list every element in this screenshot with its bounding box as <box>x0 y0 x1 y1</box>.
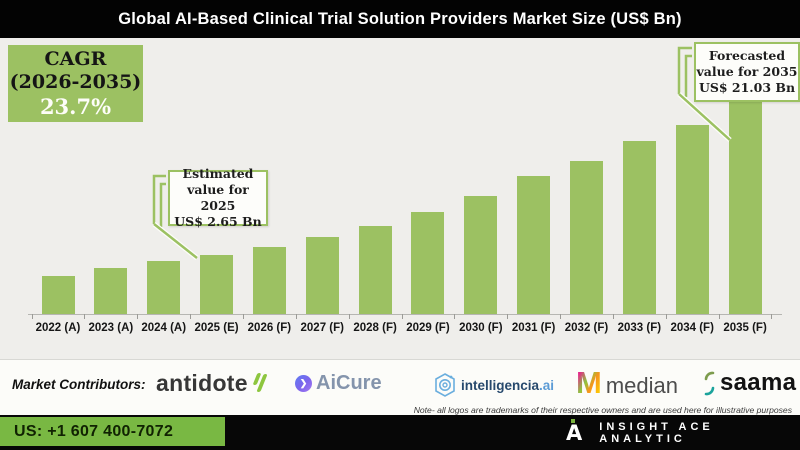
x-axis-tick <box>718 314 720 319</box>
x-axis-tick <box>295 314 297 319</box>
x-axis-label: 2033 (F) <box>617 322 662 334</box>
x-axis-tick <box>771 314 773 319</box>
x-axis-tick <box>401 314 403 319</box>
x-axis-label: 2035 (F) <box>723 322 767 334</box>
callout-value: US$ 2.65 Bn <box>174 214 262 230</box>
x-axis-label: 2028 (F) <box>353 322 397 334</box>
median-wordmark: median <box>605 373 678 398</box>
x-axis-tick <box>348 314 350 319</box>
x-axis-label: 2032 (F) <box>564 322 609 334</box>
x-axis-label: 2025 (E) <box>194 322 239 334</box>
median-m-icon: M <box>576 365 602 400</box>
logo-dot-icon <box>571 418 575 423</box>
bar-2028 <box>358 226 392 314</box>
x-axis-tick <box>560 314 562 319</box>
market-contributors-strip: Market Contributors: antidote ❯ AiCure i… <box>0 359 800 416</box>
bar-2030 <box>464 196 498 314</box>
bar-2031 <box>517 176 551 314</box>
x-axis-label: 2029 (F) <box>406 322 450 334</box>
phone-number: US: +1 607 400-7072 <box>14 422 174 440</box>
x-axis-tick <box>665 314 667 319</box>
bar-2033 <box>622 141 656 314</box>
bar-2029 <box>411 212 445 314</box>
saama-logo: saama <box>702 369 796 397</box>
brand-name: INSIGHT ACE ANALYTIC <box>599 420 714 445</box>
insightace-logo-icon: A <box>564 418 585 447</box>
x-axis-tick <box>190 314 192 319</box>
x-axis-label: 2030 (F) <box>459 322 503 334</box>
callout-forecasted-2035: Forecasted value for 2035 US$ 21.03 Bn <box>694 42 800 102</box>
callout-value: US$ 21.03 Bn <box>698 80 796 96</box>
x-axis-tick <box>31 314 33 319</box>
x-axis-label: 2026 (F) <box>247 322 292 334</box>
logo-letter: A <box>566 420 583 445</box>
aicure-circle-icon: ❯ <box>295 375 312 392</box>
x-axis-label: 2027 (F) <box>300 322 344 334</box>
market-contributors-label: Market Contributors: <box>12 377 146 392</box>
aicure-logo: ❯ AiCure <box>295 372 382 395</box>
page-title: Global AI-Based Clinical Trial Solution … <box>118 9 682 28</box>
x-axis-label: 2034 (F) <box>670 322 714 334</box>
x-axis-tick <box>242 314 244 319</box>
x-axis-tick <box>454 314 456 319</box>
intelligencia-logo: intelligencia.ai <box>434 372 554 398</box>
callout-line: Estimated <box>182 165 254 181</box>
intelligencia-lens-icon <box>435 373 455 397</box>
cagr-period: (2026-2035) <box>9 70 142 93</box>
saama-wordmark: saama <box>720 369 797 396</box>
intelligencia-wordmark: intelligencia.ai <box>461 378 554 393</box>
footer-bar: US: +1 607 400-7072 A INSIGHT ACE ANALYT… <box>0 415 800 450</box>
x-axis-label: 2022 (A) <box>35 322 81 334</box>
brand-block: A INSIGHT ACE ANALYTIC <box>564 415 800 450</box>
x-axis-label: 2023 (A) <box>88 322 134 334</box>
bar-2025 <box>200 255 234 314</box>
antidote-logo: antidote <box>156 370 268 397</box>
x-axis-label: 2031 (F) <box>511 322 556 334</box>
intelligencia-name: intelligencia <box>461 377 540 393</box>
bar-2032 <box>570 161 603 314</box>
cagr-box: CAGR (2026-2035) 23.7% <box>8 45 143 122</box>
saama-swoosh-icon <box>704 371 715 395</box>
bar-2023 <box>94 268 128 314</box>
antidote-wordmark: antidote <box>156 370 248 396</box>
x-axis-tick <box>84 314 86 319</box>
bar-2027 <box>305 237 339 314</box>
callout-estimated-2025: Estimated value for 2025 US$ 2.65 Bn <box>168 166 268 229</box>
bar-2024 <box>147 261 181 314</box>
callout-line: value for 2035 <box>696 63 798 79</box>
x-axis-tick <box>507 314 509 319</box>
cagr-value: 23.7% <box>39 93 112 119</box>
footer-phone-block: US: +1 607 400-7072 <box>0 417 225 446</box>
aicure-wordmark: AiCure <box>316 372 382 394</box>
bar-2034 <box>675 125 709 314</box>
bar-2022 <box>41 276 75 314</box>
title-bar: Global AI-Based Clinical Trial Solution … <box>0 0 800 38</box>
trademark-note: Note- all logos are trademarks of their … <box>413 405 792 415</box>
bar-2035 <box>728 102 762 314</box>
bar-chart: 2022 (A) 2023 (A) 2024 (A) 2025 (E) 2026 (F)… <box>0 38 800 359</box>
x-axis-line <box>28 314 782 315</box>
bar-2026 <box>252 247 286 314</box>
median-logo: M median <box>576 366 678 399</box>
x-axis-label: 2024 (A) <box>141 322 187 334</box>
callout-line: value for 2025 <box>187 181 249 213</box>
callout-line: Forecasted <box>708 47 786 63</box>
x-axis-tick <box>137 314 139 319</box>
cagr-label: CAGR <box>44 47 107 70</box>
aicure-chevron: ❯ <box>299 378 308 388</box>
x-axis-tick <box>612 314 614 319</box>
intelligencia-suffix: .ai <box>539 377 555 393</box>
